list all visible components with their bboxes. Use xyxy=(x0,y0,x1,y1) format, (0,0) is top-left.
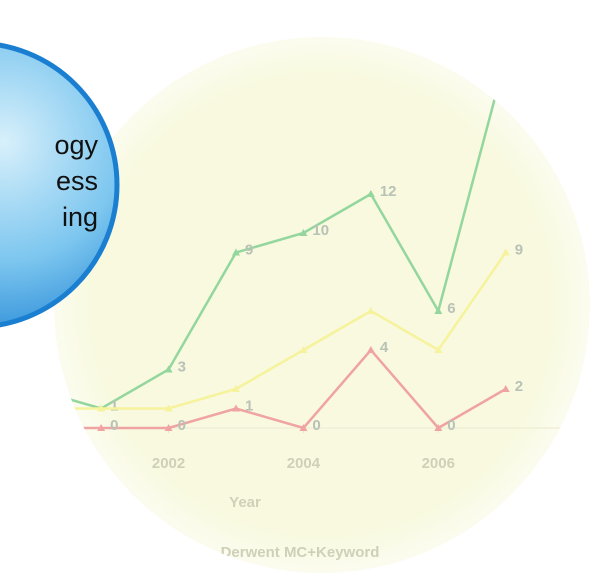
data-point xyxy=(164,365,173,373)
series-line xyxy=(54,348,507,430)
data-label: 0 xyxy=(178,417,186,434)
series-line xyxy=(54,57,507,410)
data-point xyxy=(30,405,38,412)
x-axis-label: Year xyxy=(229,494,261,511)
data-label: 1 xyxy=(245,397,253,414)
overlay-text: ess xyxy=(56,166,98,196)
data-point xyxy=(97,424,106,431)
chart-background xyxy=(54,37,590,573)
data-point xyxy=(501,53,510,61)
data-label: 2 xyxy=(515,378,523,395)
data-point xyxy=(164,404,173,412)
overlay-text: ing xyxy=(62,202,98,232)
data-point xyxy=(434,346,443,353)
data-label: 10 xyxy=(312,222,329,239)
data-point xyxy=(434,424,443,431)
data-point xyxy=(501,385,510,392)
data-point xyxy=(232,404,240,412)
series-line xyxy=(54,251,507,410)
data-point xyxy=(299,346,308,353)
overlay-circle xyxy=(0,42,120,328)
data-point xyxy=(164,424,173,431)
overlay-text: ogy xyxy=(54,130,98,160)
data-point xyxy=(232,385,240,392)
data-label: 0 xyxy=(43,417,51,434)
x-tick-label: 2006 xyxy=(422,455,455,472)
data-point xyxy=(299,424,308,431)
data-point xyxy=(97,404,106,412)
data-point xyxy=(30,424,38,431)
data-point xyxy=(501,248,510,256)
data-label: 6 xyxy=(447,300,455,317)
data-label: 0 xyxy=(447,417,455,434)
data-label: 3 xyxy=(178,358,186,375)
plot-area: Year Derwent MC+Keyword 2002 2004 20062139… xyxy=(30,53,590,561)
data-label: 12 xyxy=(380,183,397,200)
chart-title: Derwent MC+Keyword xyxy=(221,544,380,561)
data-point xyxy=(366,346,375,353)
data-label: 9 xyxy=(515,241,523,258)
data-label: 2 xyxy=(43,378,51,395)
data-label: 0 xyxy=(312,417,320,434)
x-tick-label: 2002 xyxy=(152,455,185,472)
data-label: 1 xyxy=(110,397,118,414)
data-point xyxy=(366,190,375,197)
data-point xyxy=(366,307,375,314)
x-tick-label: 2004 xyxy=(287,455,321,472)
data-point xyxy=(434,307,443,314)
data-label: 4 xyxy=(380,339,389,356)
overlay: ogy ess ing xyxy=(0,42,120,328)
data-point xyxy=(30,385,38,392)
data-label: 0 xyxy=(110,417,118,434)
data-label: 9 xyxy=(245,241,253,258)
data-point xyxy=(232,248,240,256)
data-point xyxy=(299,229,308,236)
